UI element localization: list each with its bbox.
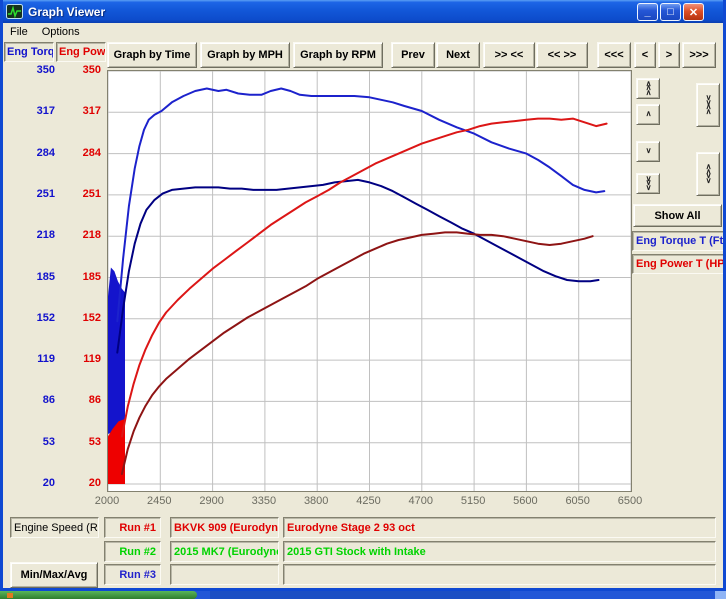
zoom-in-x-button[interactable]: >> << bbox=[483, 42, 535, 68]
zoom-in-y-button[interactable]: ∨ ∨ ∧ ∧ bbox=[696, 83, 720, 127]
x-tick-label: 3350 bbox=[251, 495, 277, 507]
run2-label: Run #2 bbox=[104, 541, 161, 562]
start-button[interactable] bbox=[0, 591, 197, 599]
chevron-up-triple-icon: ∧ ∧ ∧ bbox=[645, 78, 652, 97]
x-tick-label: 4250 bbox=[356, 495, 381, 507]
y-tick-label: 119 bbox=[37, 353, 55, 366]
y-tick-label: 350 bbox=[82, 64, 101, 76]
torque-axis-header: Eng Torque bbox=[4, 42, 54, 62]
min-max-avg-button[interactable]: Min/Max/Avg bbox=[10, 562, 98, 588]
power-axis-header: Eng Power bbox=[56, 42, 106, 62]
graph-viewer-app-icon bbox=[6, 4, 23, 19]
menu-bar: File Options bbox=[3, 23, 723, 40]
y-tick-label: 119 bbox=[83, 353, 101, 366]
y-tick-label: 53 bbox=[42, 435, 55, 448]
y-tick-label: 350 bbox=[36, 64, 55, 76]
scroll-up-button[interactable]: ∧ bbox=[636, 104, 660, 125]
run1-label: Run #1 bbox=[104, 517, 161, 538]
show-all-button[interactable]: Show All bbox=[633, 204, 722, 227]
scroll-right-fast-button[interactable]: >>> bbox=[682, 42, 716, 68]
window-border-bottom bbox=[0, 588, 726, 591]
y-tick-label: 251 bbox=[82, 187, 101, 200]
chart-plot-area[interactable] bbox=[107, 70, 632, 492]
x-tick-label: 2900 bbox=[199, 495, 224, 507]
prev-button[interactable]: Prev bbox=[391, 42, 435, 68]
x-tick-label: 3800 bbox=[303, 495, 329, 507]
run1-power-curve bbox=[120, 117, 608, 438]
scroll-down-fast-button[interactable]: ∨ ∨ ∨ bbox=[636, 173, 660, 194]
torque-transient bbox=[108, 267, 125, 434]
zoom-out-x-button[interactable]: << >> bbox=[536, 42, 588, 68]
title-bar[interactable]: Graph Viewer _ □ ✕ bbox=[0, 0, 726, 23]
run1-description-field[interactable]: Eurodyne Stage 2 93 oct bbox=[283, 517, 716, 538]
scroll-up-fast-button[interactable]: ∧ ∧ ∧ bbox=[636, 78, 660, 99]
legend-power: Eng Power T (HP) bbox=[632, 254, 724, 274]
run3-label: Run #3 bbox=[104, 564, 161, 585]
x-tick-label: 4700 bbox=[408, 495, 434, 507]
run1-name-field[interactable]: BKVK 909 (Eurodyne, I bbox=[170, 517, 279, 538]
y-tick-label: 218 bbox=[82, 229, 101, 242]
y-tick-label: 317 bbox=[36, 105, 55, 118]
zoom-out-y-button[interactable]: ∧ ∧ ∨ ∨ bbox=[696, 152, 720, 196]
chevrons-inward-icon: ∨ ∨ ∧ ∧ bbox=[705, 93, 712, 116]
chevrons-outward-icon: ∧ ∧ ∨ ∨ bbox=[705, 162, 712, 185]
y-tick-label: 284 bbox=[82, 146, 101, 159]
run1-torque-curve bbox=[116, 87, 606, 323]
power-transient bbox=[108, 418, 125, 484]
y-tick-label: 251 bbox=[36, 187, 55, 200]
y-tick-label: 218 bbox=[36, 229, 55, 242]
y-tick-label: 317 bbox=[82, 105, 101, 118]
window-title: Graph Viewer bbox=[28, 4, 106, 19]
close-button[interactable]: ✕ bbox=[683, 3, 704, 21]
y-tick-label: 284 bbox=[36, 146, 55, 159]
x-tick-label: 5150 bbox=[460, 495, 486, 507]
minimize-button[interactable]: _ bbox=[637, 3, 658, 21]
x-tick-label: 2000 bbox=[94, 495, 120, 507]
chevron-up-icon: ∧ bbox=[645, 109, 652, 119]
scroll-left-button[interactable]: < bbox=[634, 42, 656, 68]
y-tick-label: 20 bbox=[88, 477, 101, 489]
menu-file[interactable]: File bbox=[10, 25, 28, 38]
legend-torque: Eng Torque T (Ft-lb) bbox=[632, 231, 724, 251]
menu-options[interactable]: Options bbox=[41, 25, 80, 38]
y-tick-label: 53 bbox=[88, 435, 101, 448]
graph-by-mph-button[interactable]: Graph by MPH bbox=[200, 42, 290, 68]
start-flag-icon bbox=[7, 593, 13, 598]
graph-by-rpm-button[interactable]: Graph by RPM bbox=[293, 42, 383, 68]
window-border-left bbox=[0, 0, 3, 591]
next-button[interactable]: Next bbox=[436, 42, 480, 68]
run2-description-field[interactable]: 2015 GTI Stock with Intake bbox=[283, 541, 716, 562]
maximize-button[interactable]: □ bbox=[660, 3, 681, 21]
y-tick-label: 152 bbox=[82, 311, 101, 324]
scroll-left-fast-button[interactable]: <<< bbox=[597, 42, 631, 68]
y-tick-label: 86 bbox=[88, 394, 101, 407]
run2-power-curve bbox=[120, 231, 594, 475]
y-tick-label: 185 bbox=[82, 270, 101, 283]
run3-name-field[interactable] bbox=[170, 564, 279, 585]
run3-description-field[interactable] bbox=[283, 564, 716, 585]
x-tick-label: 5600 bbox=[513, 495, 538, 507]
run2-name-field[interactable]: 2015 MK7 (Eurodyne, E bbox=[170, 541, 279, 562]
y-tick-label: 86 bbox=[42, 394, 55, 407]
scroll-down-button[interactable]: ∨ bbox=[636, 141, 660, 162]
x-axis-label: Engine Speed (RPM) bbox=[10, 517, 99, 538]
system-tray bbox=[715, 591, 726, 599]
y-tick-label: 152 bbox=[36, 311, 55, 324]
x-tick-label: 6500 bbox=[617, 495, 643, 507]
taskbar-window-button[interactable] bbox=[210, 591, 510, 599]
chevron-down-icon: ∨ bbox=[645, 146, 652, 156]
x-tick-label: 6050 bbox=[565, 495, 590, 507]
taskbar[interactable] bbox=[0, 591, 726, 599]
y-tick-label: 20 bbox=[42, 477, 55, 489]
y-tick-label: 185 bbox=[36, 270, 55, 283]
x-tick-label: 2450 bbox=[147, 495, 172, 507]
chevron-down-triple-icon: ∨ ∨ ∨ bbox=[645, 173, 652, 192]
graph-by-time-button[interactable]: Graph by Time bbox=[107, 42, 197, 68]
scroll-right-button[interactable]: > bbox=[658, 42, 680, 68]
window-border-right bbox=[723, 0, 726, 591]
